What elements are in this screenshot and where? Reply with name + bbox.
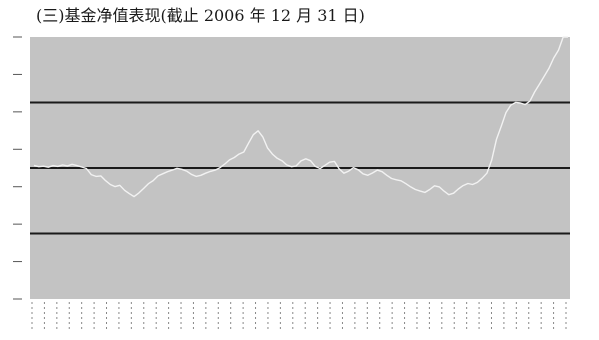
reference-lines: [30, 101, 570, 235]
x-axis: [31, 302, 567, 331]
series-group: [33, 36, 568, 198]
series-line-0: [33, 36, 568, 198]
y-axis: [13, 36, 22, 300]
page-title: (三)基金净值表现(截止 2006 年 12 月 31 日): [36, 6, 365, 25]
